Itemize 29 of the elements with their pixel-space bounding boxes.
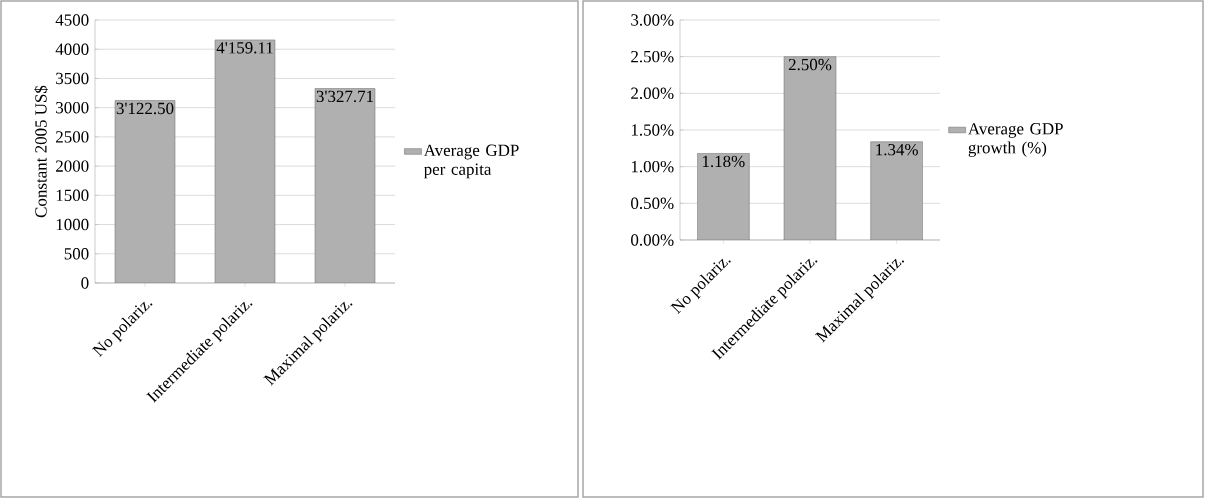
y-tick-label: 4000 — [55, 43, 89, 55]
y-tick-label: 1.00% — [631, 160, 674, 173]
y-tick-label: 2000 — [56, 160, 89, 172]
y-tick-label: 500 — [64, 248, 89, 260]
y-tick-label: 4500 — [55, 14, 89, 26]
legend-label: Average GDP growth (%) — [968, 123, 1063, 157]
data-label: 1.18% — [702, 155, 745, 168]
data-label: 4'159.11 — [216, 42, 273, 54]
data-label: 3'122.50 — [116, 102, 174, 115]
y-tick-label: 2500 — [56, 131, 89, 143]
y-tick-label: 0.50% — [631, 197, 674, 210]
bar — [114, 100, 176, 283]
y-tick-label: 3500 — [56, 72, 89, 85]
data-label: 1.34% — [876, 143, 918, 156]
y-axis-title: Constant 2005 US$ — [34, 85, 48, 218]
y-tick-label: 1.50% — [631, 124, 674, 136]
y-tick-label: 2.00% — [631, 87, 674, 100]
y-tick-label: 3000 — [56, 101, 89, 114]
data-label: 2.50% — [788, 58, 832, 71]
bar — [314, 88, 376, 283]
y-tick-label: 3.00% — [631, 14, 674, 26]
y-tick-label: 2.50% — [631, 50, 674, 63]
legend-label: Average GDP per capita — [423, 144, 519, 179]
y-tick-label: 1500 — [56, 189, 89, 202]
data-label: 3'327.71 — [316, 90, 374, 103]
y-tick-label: 0.00% — [631, 234, 674, 246]
y-tick-label: 0 — [81, 277, 89, 289]
y-tick-label: 1000 — [56, 218, 89, 231]
bar — [214, 39, 276, 283]
